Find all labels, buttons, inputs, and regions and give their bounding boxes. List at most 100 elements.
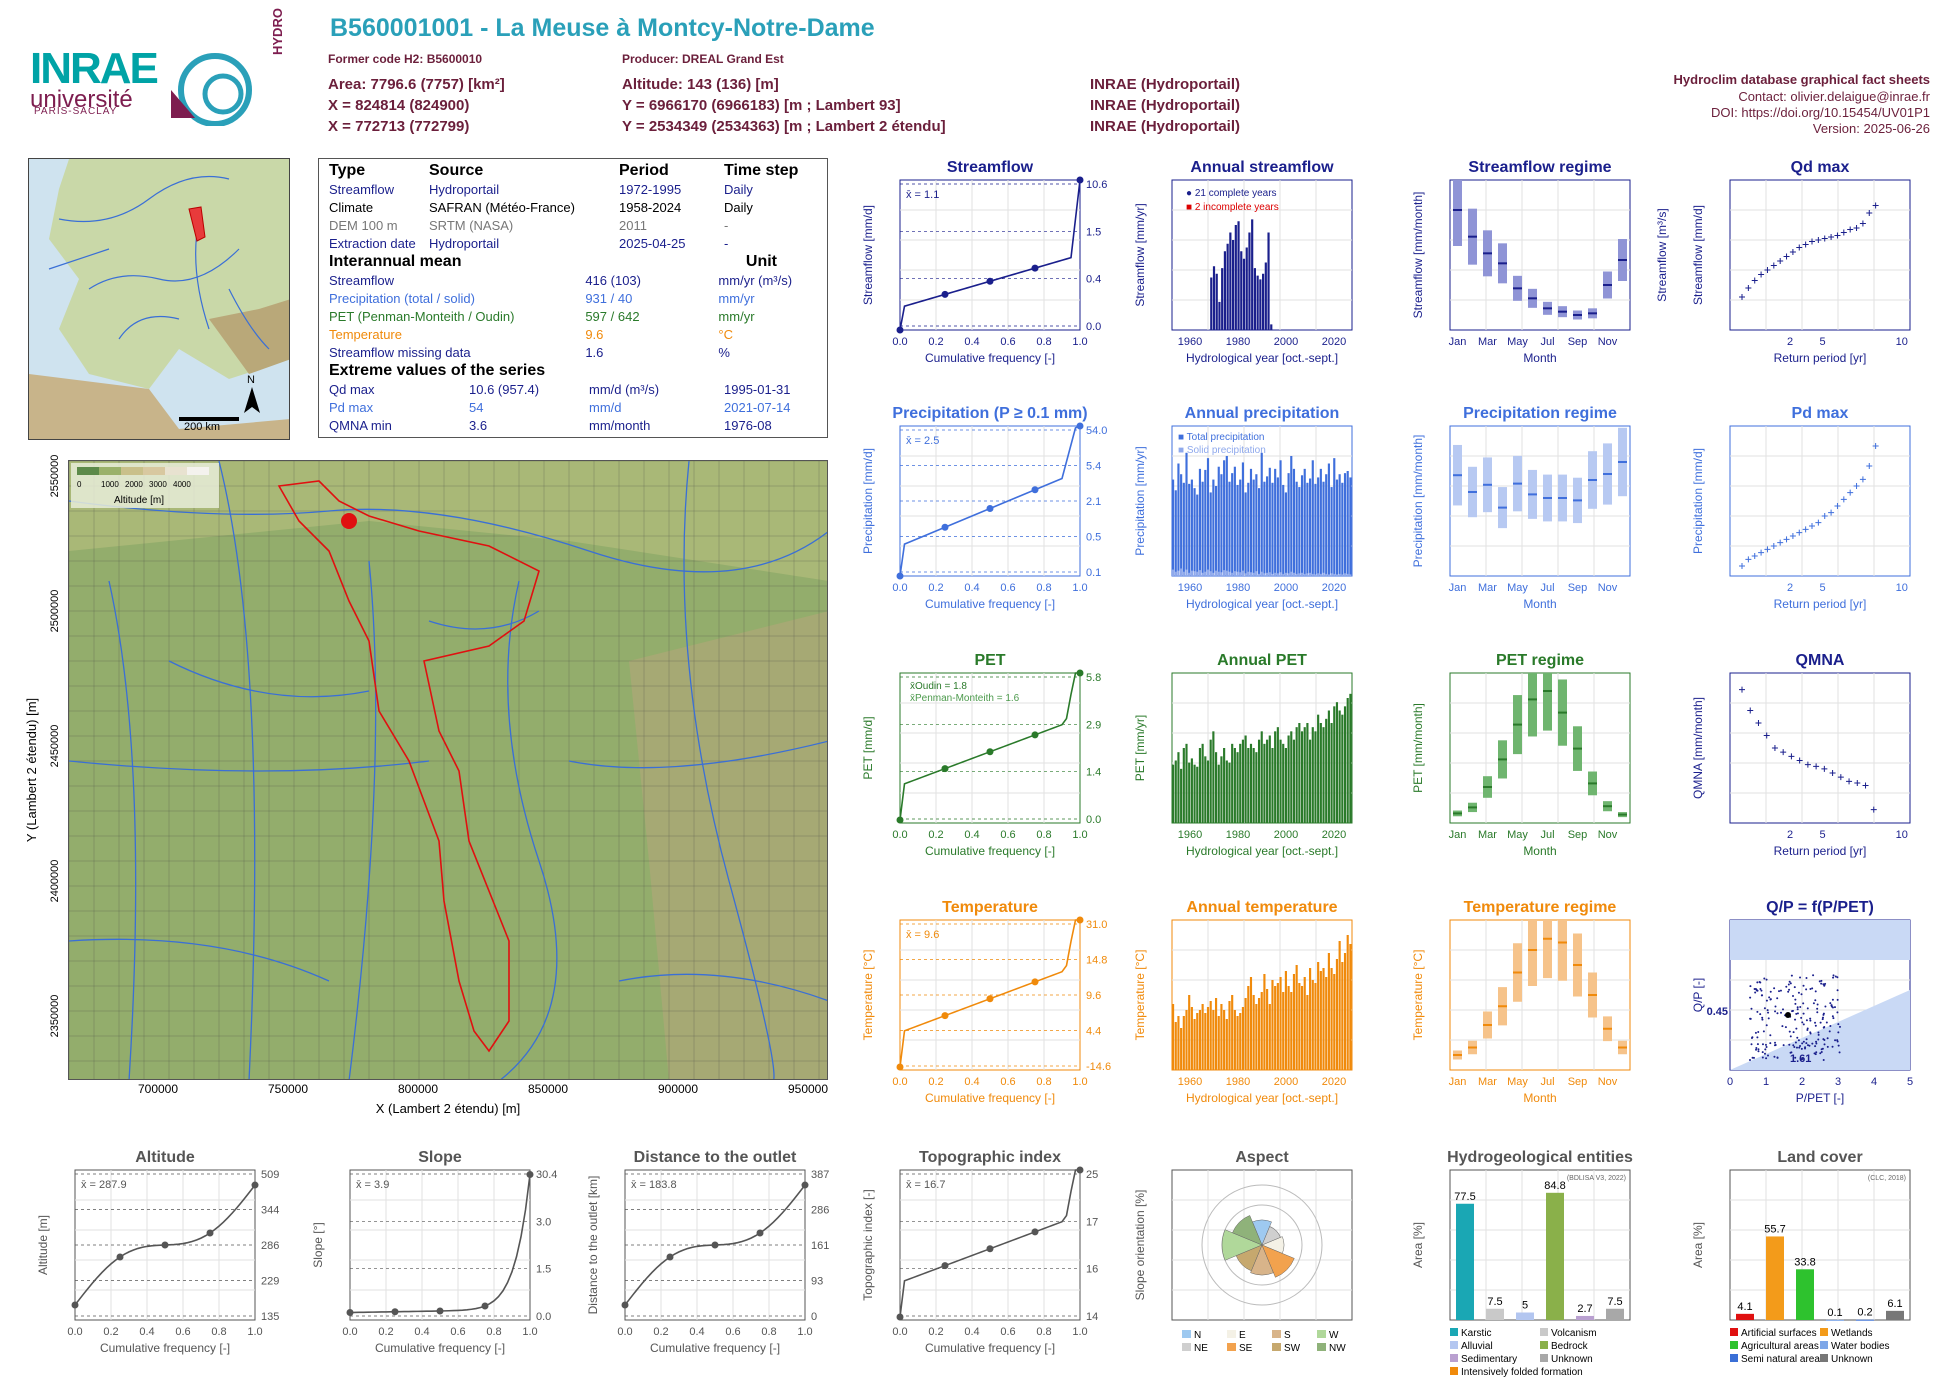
qp-point	[1806, 1007, 1809, 1010]
x-tick: 10	[1896, 336, 1908, 348]
x-tick: 0.0	[892, 582, 907, 594]
bar-solid	[1335, 574, 1339, 576]
quantile-point	[1076, 916, 1084, 924]
chart-x-label: Hydrological year [oct.-sept.]	[1186, 597, 1338, 611]
return-point	[1764, 267, 1771, 273]
bar	[1220, 756, 1223, 823]
source-row: DEM 100 m SRTM (NASA) 2011 -	[329, 216, 817, 234]
bar	[1322, 481, 1325, 576]
return-point	[1739, 563, 1745, 569]
qp-point	[1782, 1044, 1785, 1047]
return-point	[1859, 476, 1866, 483]
bar	[1270, 324, 1273, 330]
bar	[1325, 718, 1328, 823]
bar	[1198, 748, 1202, 823]
x-tick: 1960	[1178, 1076, 1202, 1088]
quantile-point	[986, 277, 994, 285]
qp-point	[1819, 1052, 1822, 1055]
qp-point	[1759, 1013, 1762, 1016]
return-point	[1829, 770, 1836, 776]
qp-point	[1750, 1007, 1753, 1010]
x-tick: 1.0	[1072, 1326, 1087, 1338]
right-tick: 93	[811, 1276, 823, 1288]
bar-solid	[1188, 572, 1191, 576]
bar	[1188, 483, 1191, 576]
legend-entry: E	[1239, 1330, 1246, 1341]
bar-solid	[1212, 572, 1215, 576]
bar	[1206, 760, 1210, 823]
chart-title: Streamflow	[947, 159, 1034, 176]
qp-point	[1837, 1023, 1840, 1026]
qp-point	[1781, 1025, 1784, 1028]
legend-swatch	[1540, 1328, 1548, 1336]
bar	[1226, 243, 1229, 330]
bar	[1314, 483, 1317, 576]
bar	[1279, 460, 1282, 576]
x-tick: 0.6	[1000, 582, 1015, 594]
map-y-label: Y (Lambert 2 étendu) [m]	[24, 698, 39, 842]
bar	[1236, 1016, 1239, 1070]
qp-point	[1829, 1002, 1832, 1005]
right-tick: -14.6	[1086, 1061, 1111, 1073]
qp-point	[1767, 1017, 1770, 1020]
bar	[1249, 743, 1253, 823]
altitude: Altitude: 143 (136) [m]	[622, 76, 779, 93]
x-tick: 0.4	[964, 1076, 979, 1088]
qp-point	[1774, 1005, 1777, 1008]
quantile-point	[481, 1302, 489, 1310]
qp-point	[1773, 1055, 1776, 1058]
return-point	[1846, 778, 1853, 785]
bar	[1239, 479, 1242, 576]
qp-point	[1816, 1011, 1819, 1014]
qp-point	[1822, 1058, 1825, 1061]
category-bar	[1886, 1310, 1904, 1320]
legend-entry: ■ 2 incomplete years	[1186, 202, 1279, 213]
bar	[1290, 731, 1293, 823]
qp-point	[1797, 1039, 1800, 1042]
map-y-tick: 2450000	[49, 725, 61, 768]
source-row-cell: SAFRAN (Météo-France)	[429, 199, 575, 215]
chart-x-label: Cumulative frequency [-]	[925, 844, 1055, 858]
bar	[1241, 739, 1244, 823]
quantile-point	[941, 523, 949, 531]
bar	[1196, 494, 1199, 576]
mean-row-cell: 597 / 642	[585, 308, 640, 324]
bar-solid	[1276, 573, 1279, 576]
inrae-logo: INRAE	[30, 44, 159, 93]
x-tick: Jul	[1540, 1076, 1554, 1088]
x-tick: 1.0	[1072, 582, 1087, 594]
return-point	[1872, 443, 1879, 449]
plot-frame	[899, 672, 1081, 824]
france-map-svg	[29, 159, 289, 439]
chart-y-label: PET [mm/d]	[861, 716, 875, 779]
right-tick: 5.4	[1086, 461, 1101, 473]
x-tick: 2	[1787, 336, 1793, 348]
qp-point	[1816, 1003, 1819, 1006]
bar	[1228, 481, 1231, 576]
x-tick: 0.8	[1036, 829, 1051, 841]
return-point	[1751, 277, 1758, 284]
bar	[1204, 756, 1207, 823]
chart-y-label: Temperature [°C]	[1411, 950, 1425, 1041]
bar-solid	[1228, 571, 1231, 576]
return-point	[1834, 503, 1841, 509]
bar	[1218, 301, 1221, 330]
bar-solid	[1236, 571, 1239, 576]
x-tick: 5	[1819, 336, 1825, 348]
map-y-tick: 2500000	[49, 590, 61, 633]
x-tick: Mar	[1478, 829, 1497, 841]
return-point	[1834, 232, 1841, 239]
qp-point	[1808, 1044, 1811, 1047]
quantile-point	[986, 1245, 994, 1253]
right-tick: 25	[1086, 1169, 1098, 1181]
bar	[1306, 723, 1309, 823]
bar	[1292, 739, 1296, 823]
qp-point	[1761, 1016, 1764, 1019]
altitude-legend-swatch	[165, 467, 187, 475]
chart-y-label: Slope [°]	[311, 1222, 325, 1268]
qp-point	[1824, 982, 1827, 985]
bar	[1240, 251, 1243, 330]
bar	[1182, 1016, 1185, 1070]
qp-point	[1811, 1042, 1814, 1045]
interannual-heading: Interannual mean	[329, 252, 462, 270]
